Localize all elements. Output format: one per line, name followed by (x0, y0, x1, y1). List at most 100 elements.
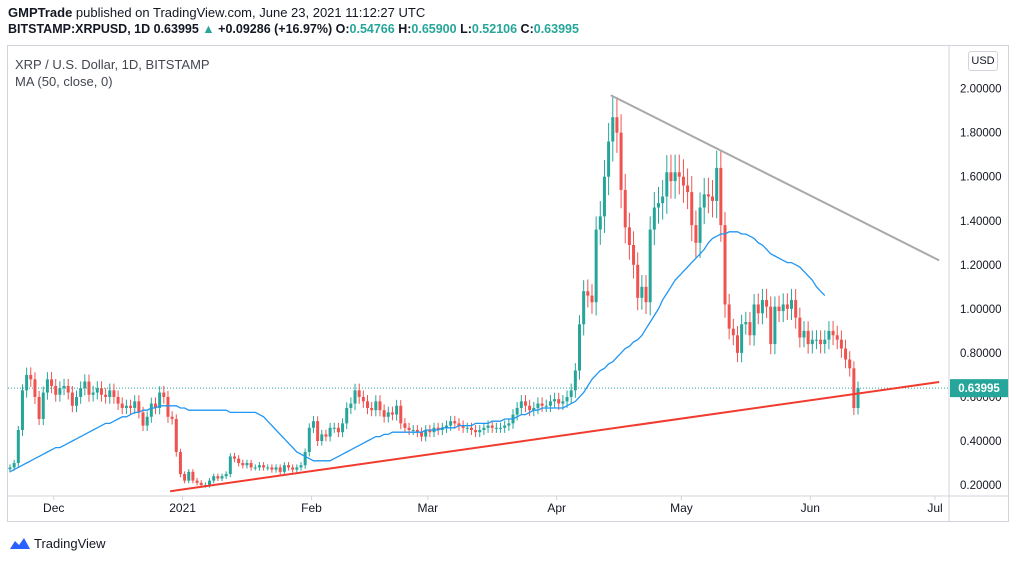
candle-body (623, 189, 627, 228)
candle-body (33, 379, 37, 397)
candle-body (220, 476, 224, 479)
candle-body (515, 407, 519, 415)
candle-body (819, 339, 823, 345)
candle-body (212, 476, 216, 481)
candle-body (669, 172, 673, 182)
candle-body (548, 401, 552, 406)
last-price-badge-text: 0.63995 (958, 383, 1000, 395)
candle-body (241, 463, 245, 466)
change-value: +0.09286 (+16.97%) (218, 22, 333, 36)
candle-body (95, 388, 99, 393)
candle-body (191, 471, 195, 481)
candle-body (557, 399, 561, 404)
candle-body (45, 379, 49, 393)
candle-body (661, 196, 665, 204)
y-tick-label: 0.40000 (960, 436, 1002, 448)
candle-body (353, 390, 357, 404)
candle-body (719, 167, 723, 226)
candle-body (453, 421, 457, 424)
last-price-badge (950, 379, 1008, 398)
candle-body (573, 370, 577, 391)
symbol-name: BITSTAMP:XRPUSD, 1D (8, 22, 151, 36)
candle-body (133, 401, 137, 408)
candle-body (291, 467, 295, 470)
candle-body (137, 401, 141, 413)
candle-body (399, 405, 403, 424)
candle-body (145, 416, 149, 426)
x-tick-label: 2021 (169, 501, 196, 515)
candle-body (174, 418, 178, 453)
candle-body (528, 405, 532, 411)
candle-body (374, 401, 378, 411)
y-tick-label: 0.20000 (960, 480, 1002, 492)
candle-body (336, 427, 340, 433)
candle-body (341, 423, 345, 433)
candle-body (802, 330, 806, 338)
candle-body (328, 427, 332, 437)
open-value: 0.54766 (349, 22, 395, 36)
symbol-quote-line: BITSTAMP:XRPUSD, 1D 0.63995 ▲ +0.09286 (… (8, 22, 579, 36)
candle-body (461, 425, 465, 428)
candle-body (702, 194, 706, 208)
candle-body (311, 421, 315, 428)
candle-body (578, 324, 582, 371)
candle-body (760, 300, 764, 314)
candle-body (245, 463, 249, 466)
candle-body (120, 403, 124, 408)
y-tick-label: 1.80000 (960, 128, 1002, 140)
candle-body (303, 452, 307, 466)
candle-body (316, 421, 320, 441)
x-tick-label: Feb (301, 501, 322, 515)
candle-body (54, 385, 58, 395)
candle-body (287, 465, 291, 468)
candle-body (20, 390, 24, 430)
candle-body (232, 456, 236, 459)
high-value: 0.65900 (411, 22, 457, 36)
candle-body (41, 392, 45, 419)
last-price-value: 0.63995 (153, 22, 199, 36)
candle-body (274, 467, 278, 470)
open-label: O: (335, 22, 350, 36)
candle-body (474, 429, 478, 433)
candle-body (790, 300, 794, 309)
high-label: H: (398, 22, 412, 36)
candle-body (79, 388, 83, 397)
x-tick-label: May (670, 501, 693, 515)
y-tick-label: 2.00000 (960, 84, 1002, 96)
candle-body (216, 476, 220, 479)
candle-body (656, 203, 660, 208)
candle-body (378, 401, 382, 411)
candle-body (586, 291, 590, 296)
candle-body (99, 388, 103, 395)
candle-body (727, 304, 731, 329)
candle-body (124, 405, 128, 408)
candle-body (357, 390, 361, 397)
candle-body (607, 141, 611, 177)
candle-body (390, 412, 394, 415)
candle-body (332, 427, 336, 429)
currency-button[interactable]: USD (968, 51, 998, 71)
candle-body (149, 403, 153, 417)
candle-body (66, 385, 70, 393)
chart-panel[interactable] (7, 45, 1009, 522)
candle-body (25, 374, 29, 391)
candle-body (395, 405, 399, 415)
candle-body (615, 117, 619, 133)
watermark-text: TradingView (34, 536, 106, 551)
candle-body (503, 425, 507, 428)
candle-body (827, 330, 831, 340)
candle-body (686, 185, 690, 193)
y-tick-label: 1.20000 (960, 260, 1002, 272)
candle-body (777, 306, 781, 312)
candle-body (823, 339, 827, 345)
candle-body (411, 429, 415, 431)
candle-body (324, 434, 328, 437)
candle-body (523, 401, 527, 406)
candle-body (644, 286, 648, 303)
indicator-title: MA (50, close, 0) (15, 74, 113, 89)
y-tick-label: 1.40000 (960, 216, 1002, 228)
candle-body (266, 467, 270, 469)
candle-body (627, 227, 631, 245)
candle-body (415, 429, 419, 433)
